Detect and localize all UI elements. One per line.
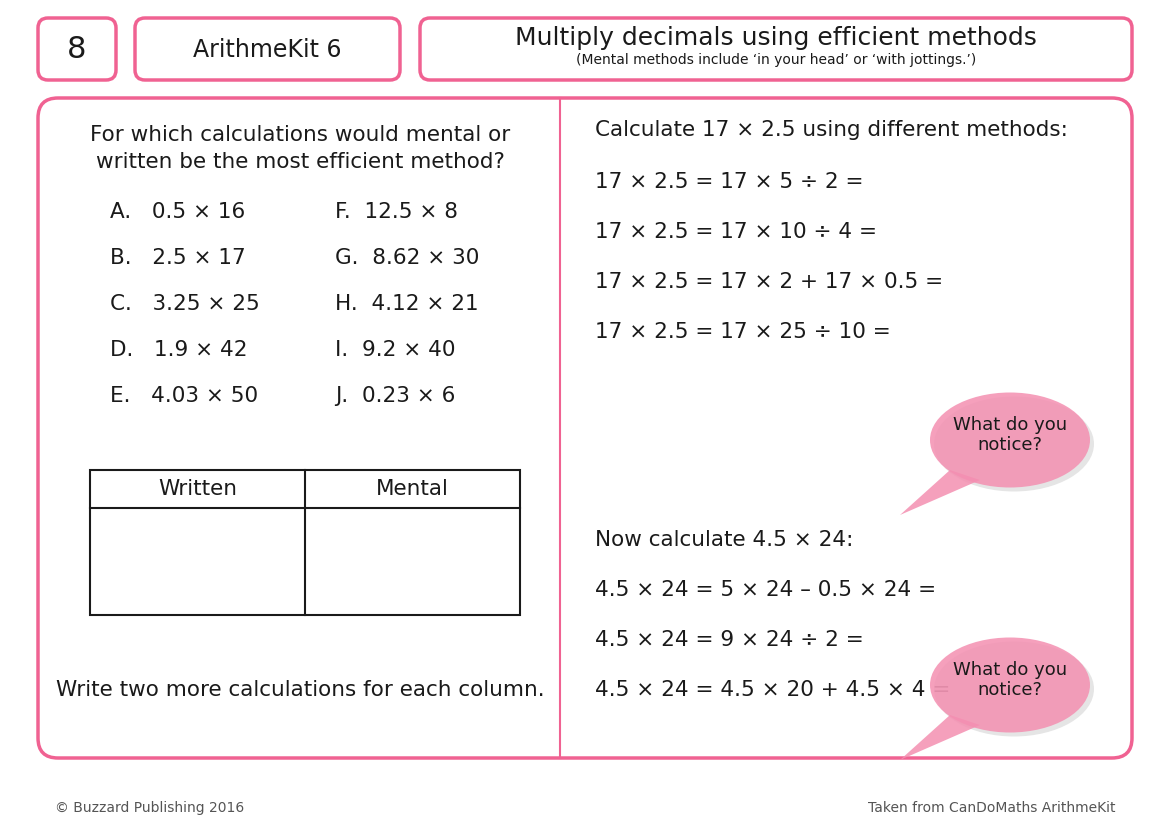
FancyBboxPatch shape (37, 18, 116, 80)
Text: Calculate 17 × 2.5 using different methods:: Calculate 17 × 2.5 using different metho… (596, 120, 1068, 140)
Text: written be the most efficient method?: written be the most efficient method? (96, 152, 504, 172)
Text: 4.5 × 24 = 5 × 24 – 0.5 × 24 =: 4.5 × 24 = 5 × 24 – 0.5 × 24 = (596, 580, 936, 600)
Text: ArithmeKit 6: ArithmeKit 6 (193, 38, 342, 62)
Text: H.  4.12 × 21: H. 4.12 × 21 (335, 294, 479, 314)
Text: Mental: Mental (376, 479, 449, 499)
Text: C.   3.25 × 25: C. 3.25 × 25 (110, 294, 260, 314)
Text: (Mental methods include ‘in your head’ or ‘with jottings.’): (Mental methods include ‘in your head’ o… (576, 53, 976, 67)
Text: 4.5 × 24 = 9 × 24 ÷ 2 =: 4.5 × 24 = 9 × 24 ÷ 2 = (596, 630, 863, 650)
Text: 17 × 2.5 = 17 × 25 ÷ 10 =: 17 × 2.5 = 17 × 25 ÷ 10 = (596, 322, 890, 342)
Text: D.   1.9 × 42: D. 1.9 × 42 (110, 340, 248, 360)
Ellipse shape (930, 638, 1090, 733)
Text: What do you
notice?: What do you notice? (952, 661, 1067, 700)
Text: What do you
notice?: What do you notice? (952, 416, 1067, 454)
Ellipse shape (930, 393, 1090, 487)
Text: 17 × 2.5 = 17 × 10 ÷ 4 =: 17 × 2.5 = 17 × 10 ÷ 4 = (596, 222, 878, 242)
Ellipse shape (934, 642, 1094, 737)
Text: J.  0.23 × 6: J. 0.23 × 6 (335, 386, 455, 406)
Text: 8: 8 (67, 36, 87, 65)
Text: 17 × 2.5 = 17 × 2 + 17 × 0.5 =: 17 × 2.5 = 17 × 2 + 17 × 0.5 = (596, 272, 943, 292)
Text: I.  9.2 × 40: I. 9.2 × 40 (335, 340, 455, 360)
Text: Taken from CanDoMaths ArithmeKit: Taken from CanDoMaths ArithmeKit (867, 801, 1115, 815)
FancyBboxPatch shape (420, 18, 1133, 80)
Bar (90, 470, 519, 615)
Polygon shape (900, 470, 980, 515)
Polygon shape (900, 715, 980, 760)
Text: Write two more calculations for each column.: Write two more calculations for each col… (56, 680, 544, 700)
Text: Multiply decimals using efficient methods: Multiply decimals using efficient method… (515, 26, 1037, 50)
Text: 4.5 × 24 = 4.5 × 20 + 4.5 × 4 =: 4.5 × 24 = 4.5 × 20 + 4.5 × 4 = (596, 680, 950, 700)
FancyBboxPatch shape (135, 18, 400, 80)
Text: For which calculations would mental or: For which calculations would mental or (90, 125, 510, 145)
FancyBboxPatch shape (37, 98, 1133, 758)
Ellipse shape (934, 396, 1094, 491)
Text: A.   0.5 × 16: A. 0.5 × 16 (110, 202, 246, 222)
Text: 17 × 2.5 = 17 × 5 ÷ 2 =: 17 × 2.5 = 17 × 5 ÷ 2 = (596, 172, 863, 192)
Text: © Buzzard Publishing 2016: © Buzzard Publishing 2016 (55, 801, 245, 815)
Text: G.  8.62 × 30: G. 8.62 × 30 (335, 248, 480, 268)
Text: B.   2.5 × 17: B. 2.5 × 17 (110, 248, 246, 268)
Text: F.  12.5 × 8: F. 12.5 × 8 (335, 202, 457, 222)
Text: E.   4.03 × 50: E. 4.03 × 50 (110, 386, 259, 406)
Text: Now calculate 4.5 × 24:: Now calculate 4.5 × 24: (596, 530, 853, 550)
Text: Written: Written (158, 479, 238, 499)
